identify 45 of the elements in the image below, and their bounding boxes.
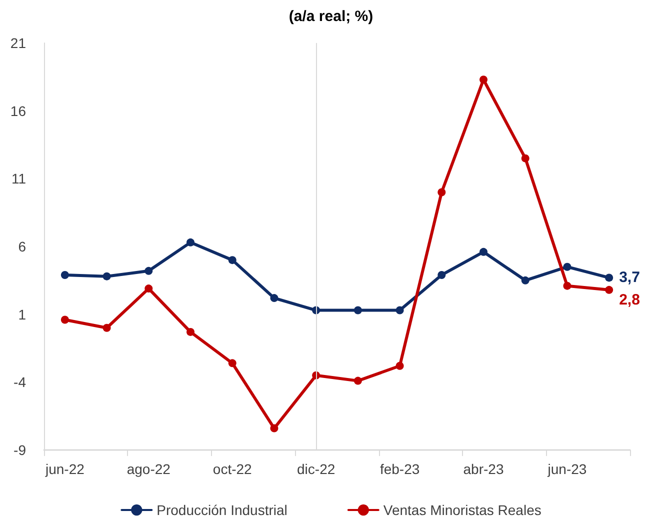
point xyxy=(60,316,69,324)
y-tick-label: -4 xyxy=(14,374,26,390)
x-tick-label: oct-22 xyxy=(212,461,252,477)
point xyxy=(563,282,572,290)
point xyxy=(102,324,111,332)
chart-title: (a/a real; %) xyxy=(288,8,374,25)
point xyxy=(605,274,614,282)
point xyxy=(144,284,153,293)
x-tick-label: feb-23 xyxy=(380,461,420,477)
y-tick-label: 1 xyxy=(18,306,26,322)
point xyxy=(270,424,278,432)
point xyxy=(144,266,153,275)
point xyxy=(605,286,614,294)
x-tick-label: ago-22 xyxy=(126,461,171,477)
point xyxy=(396,306,404,314)
point xyxy=(438,270,446,279)
y-tick-label: 16 xyxy=(10,102,26,119)
x-tick-label: jun-23 xyxy=(546,461,587,477)
x-tick-label: dic-22 xyxy=(297,461,336,477)
point xyxy=(228,256,236,264)
point xyxy=(480,76,488,84)
point xyxy=(186,328,194,336)
point xyxy=(186,238,194,246)
point xyxy=(480,248,488,256)
x-tick-label: jun-22 xyxy=(44,461,85,477)
y-tick-label: -9 xyxy=(14,442,26,458)
y-tick-label: 11 xyxy=(11,170,26,187)
point xyxy=(60,270,69,279)
data-label: 3,7 xyxy=(619,269,640,286)
point xyxy=(563,262,572,271)
y-tick-label: 21 xyxy=(10,35,26,51)
legend-label: Ventas Minoristas Reales xyxy=(383,502,542,518)
point xyxy=(270,294,278,302)
point xyxy=(396,362,404,370)
y-tick-label: 6 xyxy=(18,238,26,254)
point xyxy=(438,188,446,196)
point xyxy=(354,376,362,385)
legend-label: Producción Industrial xyxy=(156,502,288,518)
point xyxy=(354,306,362,314)
data-label: 2,8 xyxy=(619,291,640,308)
point xyxy=(228,359,236,368)
point xyxy=(102,272,111,280)
x-tick-label: abr-23 xyxy=(463,461,504,477)
point xyxy=(521,276,530,284)
point xyxy=(521,154,530,162)
